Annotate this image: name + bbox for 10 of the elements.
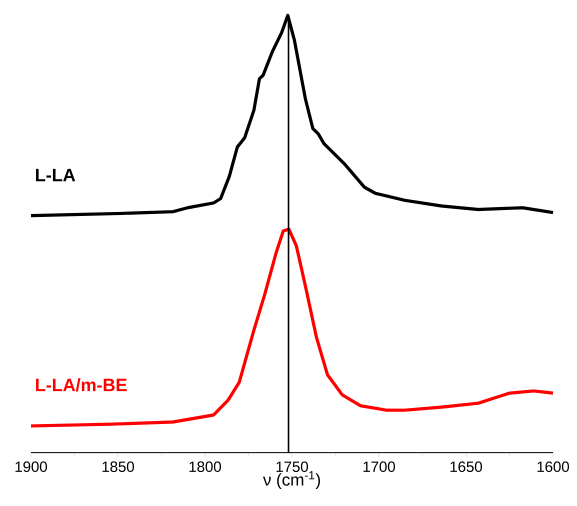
series-label: L-LA: [36, 168, 76, 182]
x-tick-label: 1800: [190, 461, 222, 472]
x-tick-label: 1850: [102, 461, 134, 472]
x-tick-label: 1700: [364, 461, 396, 472]
x-tick-label: 1600: [538, 461, 570, 472]
series-label: L-LA/m-BE: [36, 378, 127, 392]
x-axis-title: ν (cm$^{-1}$): [262, 471, 320, 490]
x-tick-label: 1750: [276, 461, 308, 472]
x-tick-label: 1900: [16, 461, 48, 472]
x-tick-label: 1650: [450, 461, 482, 472]
